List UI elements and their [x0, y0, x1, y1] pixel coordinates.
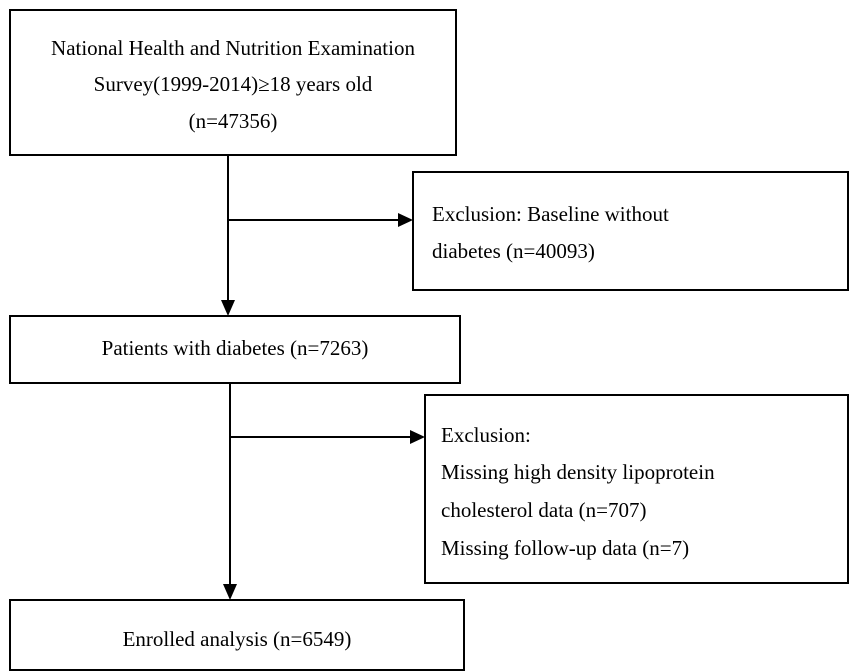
- box-text: National Health and Nutrition Examinatio…: [51, 36, 415, 60]
- arrowhead: [410, 430, 425, 444]
- box: [9, 599, 465, 671]
- box-text: cholesterol data (n=707): [441, 498, 646, 522]
- box-text: Missing high density lipoprotein: [441, 460, 715, 484]
- arrowhead: [398, 213, 413, 227]
- box-text: Missing follow-up data (n=7): [441, 536, 689, 560]
- box: [412, 171, 849, 291]
- box-text: Patients with diabetes (n=7263): [102, 336, 369, 360]
- box: [9, 315, 461, 384]
- box-text: Exclusion: Baseline without: [432, 202, 669, 226]
- box-text: diabetes (n=40093): [432, 239, 595, 263]
- box-text: Survey(1999-2014)≥18 years old: [94, 72, 373, 96]
- box-text: Exclusion:: [441, 423, 531, 447]
- box: [9, 9, 457, 156]
- box-text: Enrolled analysis (n=6549): [123, 627, 352, 651]
- arrowhead: [223, 584, 237, 600]
- box-text: (n=47356): [189, 109, 278, 133]
- arrowhead: [221, 300, 235, 316]
- box: [424, 394, 849, 584]
